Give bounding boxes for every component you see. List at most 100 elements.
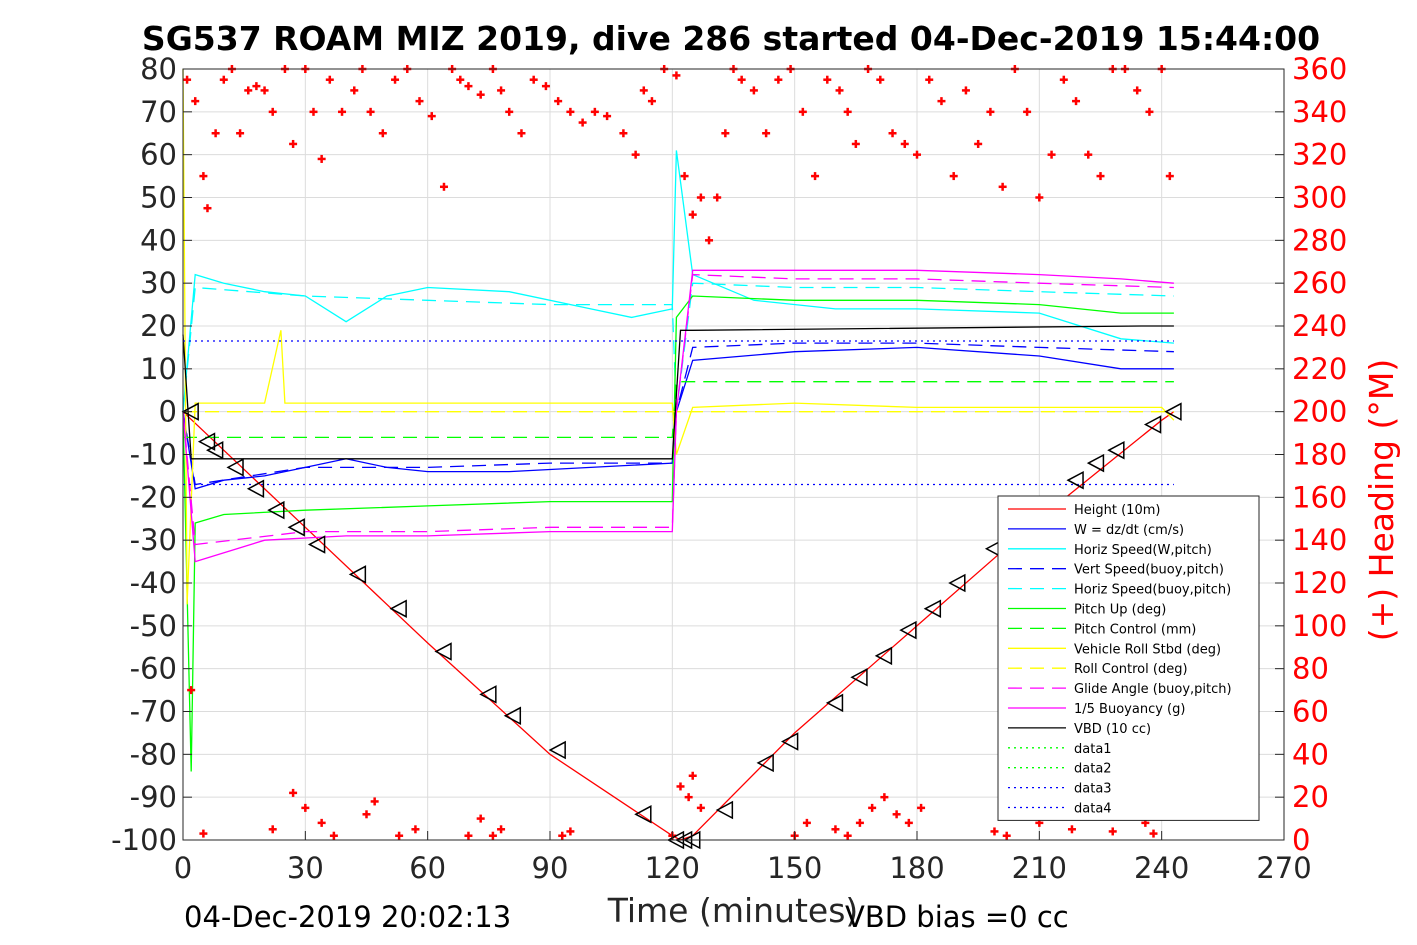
heading-point — [1059, 75, 1068, 84]
legend-label: data3 — [1074, 782, 1112, 797]
heading-point — [590, 107, 599, 116]
heading-point — [603, 112, 612, 121]
heading-point — [774, 75, 783, 84]
heading-point — [990, 827, 999, 836]
heading-point — [823, 75, 832, 84]
heading-point — [317, 154, 326, 163]
legend-label: Height (10m) — [1074, 503, 1160, 518]
depth-marker — [1066, 470, 1084, 490]
depth-marker — [197, 432, 216, 451]
right-axis: 3603403203002802602402202001801601401201… — [1275, 52, 1347, 857]
heading-point — [260, 86, 269, 95]
y-tick-label: -70 — [130, 695, 177, 729]
depth-marker — [948, 573, 966, 593]
legend-label: 1/5 Buoyancy (g) — [1074, 702, 1185, 717]
series-line-5 — [182, 295, 1174, 772]
series-line-7 — [182, 68, 1175, 605]
depth-marker — [923, 599, 942, 618]
depth-marker — [503, 706, 522, 726]
heading-point — [578, 118, 587, 127]
heading-point — [268, 825, 277, 834]
depth-marker — [780, 732, 799, 751]
heading-point — [880, 793, 889, 802]
y-tick-label: -10 — [130, 438, 177, 472]
depth-marker — [206, 440, 224, 460]
heading-point — [631, 150, 640, 159]
x-tick-label: 30 — [287, 851, 324, 885]
depth-marker — [307, 535, 326, 554]
heading-point — [203, 204, 212, 213]
heading-point — [517, 129, 526, 138]
heading-point — [925, 75, 934, 84]
depth-marker — [287, 518, 305, 537]
heading-point — [554, 97, 563, 106]
heading-point — [566, 107, 575, 116]
legend-label: Pitch Control (mm) — [1074, 622, 1196, 637]
y-right-tick-label: 300 — [1292, 181, 1347, 215]
y-tick-label: 70 — [140, 95, 177, 129]
heading-point — [619, 129, 628, 138]
heading-point — [1067, 825, 1076, 834]
y-tick-label: -60 — [130, 652, 177, 686]
heading-point — [236, 129, 245, 138]
x-tick-label: 150 — [767, 851, 822, 885]
heading-point — [1145, 107, 1154, 116]
heading-point — [892, 810, 901, 819]
heading-point — [268, 107, 277, 116]
heading-point — [183, 75, 192, 84]
heading-point — [289, 788, 298, 797]
depth-marker — [267, 500, 285, 520]
depth-marker — [181, 402, 199, 421]
y-tick-label: -90 — [130, 780, 177, 814]
legend-label: Glide Angle (buoy,pitch) — [1074, 682, 1232, 697]
heading-point — [329, 831, 338, 840]
heading-point — [986, 107, 995, 116]
series-line-11 — [182, 325, 1174, 460]
heading-point — [199, 172, 208, 181]
depth-marker — [1143, 415, 1162, 434]
legend-label: Horiz Speed(W,pitch) — [1074, 543, 1212, 558]
legend-label: Roll Control (deg) — [1074, 662, 1188, 677]
y-tick-label: 80 — [140, 52, 177, 86]
legend: Height (10m) W = dz/dt (cm/s) Horiz Speed(… — [997, 495, 1260, 821]
heading-point — [252, 82, 261, 91]
y-tick-label: 30 — [140, 266, 177, 300]
series-line-10 — [182, 269, 1174, 563]
heading-point — [566, 827, 575, 836]
y-right-tick-label: 40 — [1292, 737, 1329, 771]
y-right-tick-label: 100 — [1292, 609, 1347, 643]
legend-label: VBD (10 cc) — [1074, 722, 1151, 737]
depth-marker — [348, 565, 367, 584]
heading-point — [350, 86, 359, 95]
heading-point — [395, 831, 404, 840]
x-tick-label: 120 — [645, 851, 700, 885]
heading-point — [851, 139, 860, 148]
y-tick-label: -50 — [130, 609, 177, 643]
y-right-tick-label: 240 — [1292, 309, 1347, 343]
y-tick-label: -80 — [130, 737, 177, 771]
legend-label: data4 — [1074, 802, 1112, 817]
heading-point — [1002, 831, 1011, 840]
legend-box — [997, 495, 1260, 821]
y-right-tick-label: 320 — [1292, 138, 1347, 172]
heading-point — [672, 71, 681, 80]
heading-point — [802, 818, 811, 827]
heading-point — [684, 793, 693, 802]
heading-point — [749, 86, 758, 95]
heading-point — [488, 831, 497, 840]
heading-point — [1165, 172, 1174, 181]
depth-marker — [1164, 402, 1182, 421]
heading-point — [476, 814, 485, 823]
heading-point — [378, 129, 387, 138]
heading-point — [1149, 829, 1158, 838]
footer-vbd-bias: VBD bias =0 cc — [845, 900, 1069, 934]
y-right-tick-label: 180 — [1292, 438, 1347, 472]
y-tick-label: -20 — [130, 480, 177, 514]
legend-label: Vehicle Roll Stbd (deg) — [1074, 642, 1221, 657]
x-tick-label: 270 — [1256, 851, 1311, 885]
y-right-tick-label: 340 — [1292, 95, 1347, 129]
depth-marker — [548, 740, 566, 760]
heading-point — [366, 107, 375, 116]
depth-marker — [899, 620, 917, 640]
heading-point — [639, 86, 648, 95]
